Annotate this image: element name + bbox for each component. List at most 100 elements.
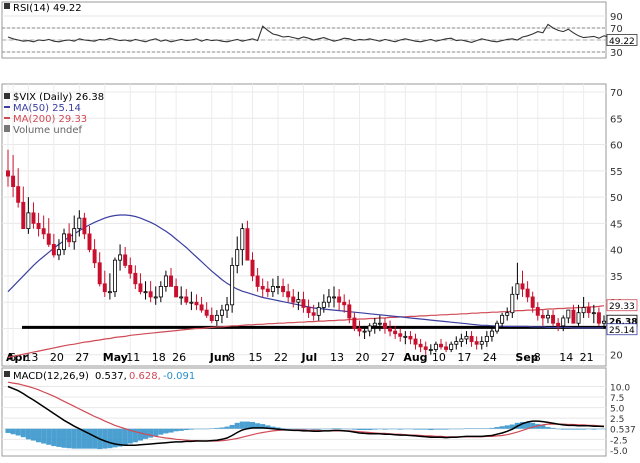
- macd-histogram-bar: [519, 421, 526, 429]
- macd-ytick-label: 5.0: [610, 405, 625, 415]
- candle-body: [143, 291, 148, 294]
- macd-histogram-bar: [249, 421, 256, 429]
- candle-body: [332, 296, 336, 299]
- candle-body: [265, 288, 270, 293]
- candle-body: [235, 249, 240, 266]
- macd-histogram-bar: [209, 428, 215, 429]
- macd-panel: 10.07.55.02.50.537-2.5-5.0 MACD(12,26,9) 0…: [1, 367, 636, 457]
- x-tick-label: 22: [274, 351, 288, 364]
- candle-body: [194, 301, 199, 306]
- x-tick-label: 27: [75, 351, 89, 364]
- macd-histogram-bar: [30, 428, 37, 441]
- macd-legend-item: MACD(12,26,9): [13, 371, 89, 382]
- macd-histogram-bar: [586, 428, 592, 430]
- macd-histogram-bar: [239, 421, 245, 429]
- price-ytick-label: 20: [610, 351, 623, 362]
- candle-body: [566, 309, 571, 319]
- candle-body: [163, 275, 168, 287]
- candle-body: [240, 228, 245, 251]
- macd-histogram-bar: [224, 426, 230, 429]
- ma50-line: [7, 214, 605, 329]
- candle-body: [581, 307, 586, 314]
- candle-body: [97, 262, 102, 285]
- macd-histogram-bar: [178, 428, 184, 431]
- rsi-ytick-label: 90: [610, 12, 623, 23]
- macd-histogram-bar: [153, 428, 159, 436]
- macd-histogram-bar: [443, 428, 449, 430]
- candle-body: [551, 314, 556, 324]
- price-panel: 7065605550454035302520Apr6132027May11182…: [1, 83, 638, 367]
- macd-legend-item: 0.628,: [129, 371, 161, 382]
- price-ytick-label: 55: [610, 167, 623, 178]
- macd-histogram-bar: [280, 428, 286, 429]
- x-tick-label: 17: [457, 351, 471, 364]
- macd-histogram-bar: [173, 428, 179, 432]
- x-tick-label: 13: [330, 351, 344, 364]
- ma200-last-label: 29.33: [609, 302, 635, 312]
- macd-histogram-bar: [504, 425, 510, 429]
- candle-body: [388, 328, 393, 332]
- candle-body: [520, 283, 525, 290]
- rsi-ytick-label: 70: [610, 24, 623, 35]
- candle-body: [62, 233, 67, 251]
- macd-histogram-bar: [351, 428, 357, 430]
- candle-body: [209, 314, 214, 321]
- candle-body: [179, 296, 184, 299]
- macd-histogram-bar: [382, 428, 388, 430]
- price-ytick-label: 60: [610, 141, 623, 152]
- macd-ytick-label: 10.0: [610, 383, 630, 393]
- macd-histogram-bar: [316, 428, 322, 430]
- candle-body: [21, 201, 26, 230]
- candle-body: [464, 335, 469, 340]
- candle-body: [342, 301, 347, 306]
- x-tick-label: 27: [381, 351, 395, 364]
- macd-histogram-bar: [15, 428, 21, 436]
- macd-histogram-bar: [372, 428, 378, 430]
- macd-histogram-bar: [234, 422, 240, 429]
- macd-ytick-label: 2.5: [610, 415, 624, 425]
- candle-body: [393, 330, 398, 335]
- price-ytick-label: 70: [610, 88, 623, 99]
- rsi-line: [7, 23, 630, 43]
- rsi-ytick-label: 30: [610, 48, 623, 59]
- candle-body: [112, 259, 117, 293]
- macd-histogram-bar: [489, 427, 495, 429]
- macd-histogram-bar: [509, 424, 515, 429]
- x-tick-label: May: [103, 351, 128, 364]
- candle-body: [576, 312, 581, 324]
- macd-histogram-bar: [102, 428, 108, 449]
- price-ytick-label: 65: [610, 114, 623, 125]
- macd-histogram-bar: [163, 428, 169, 434]
- price-legend-item: Volume undef: [13, 125, 83, 136]
- candle-body: [403, 335, 408, 338]
- macd-histogram-bar: [448, 428, 454, 430]
- candle-body: [347, 304, 352, 319]
- candle-body: [316, 307, 321, 316]
- x-tick-label: Sep: [515, 351, 538, 364]
- macd-histogram-bar: [56, 428, 62, 447]
- candle-body: [72, 228, 77, 243]
- candle-body: [174, 286, 179, 298]
- macd-histogram-bar: [336, 428, 342, 429]
- candle-body: [41, 228, 46, 235]
- macd-histogram-bar: [244, 421, 250, 429]
- macd-histogram-bar: [148, 428, 154, 438]
- candle-body: [184, 296, 189, 303]
- ma50-last-label-box: [606, 323, 638, 336]
- candle-body: [321, 301, 326, 308]
- candle-body: [367, 325, 372, 332]
- macd-histogram-bar: [525, 421, 531, 429]
- macd-histogram-bar: [20, 428, 26, 438]
- macd-histogram-bar: [300, 428, 306, 430]
- macd-histogram-bar: [346, 428, 352, 430]
- macd-histogram-bar: [193, 428, 200, 430]
- candle-body: [26, 212, 31, 230]
- candle-body: [357, 328, 362, 332]
- candle-body: [535, 307, 540, 316]
- macd-histogram-bar: [81, 428, 87, 449]
- macd-histogram-bar: [402, 428, 408, 430]
- macd-histogram-bar: [46, 428, 52, 445]
